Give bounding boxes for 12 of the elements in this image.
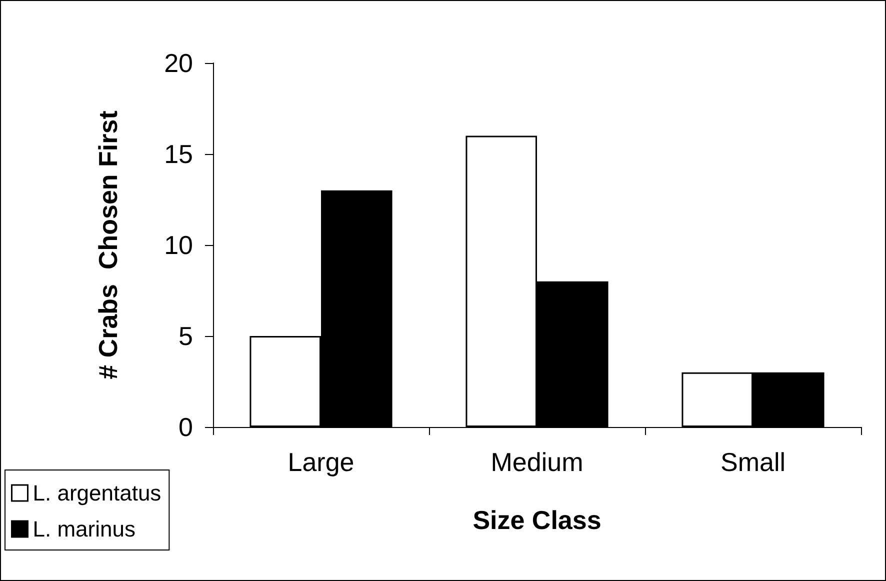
x-tick-label: Medium [490,447,584,477]
y-tick-label: 10 [164,230,193,260]
y-tick-label: 15 [164,139,193,169]
y-axis-title: # Crabs Chosen First [93,110,123,380]
y-tick-label: 20 [164,48,193,78]
x-tick-label: Large [288,447,354,477]
y-tick-label: 0 [178,412,193,442]
legend-label: L. marinus [32,516,136,542]
x-tick-label: Small [720,447,786,477]
y-tick-label: 5 [178,321,193,351]
legend-label: L. argentatus [32,480,162,506]
x-axis-title: Size Class [472,505,602,535]
